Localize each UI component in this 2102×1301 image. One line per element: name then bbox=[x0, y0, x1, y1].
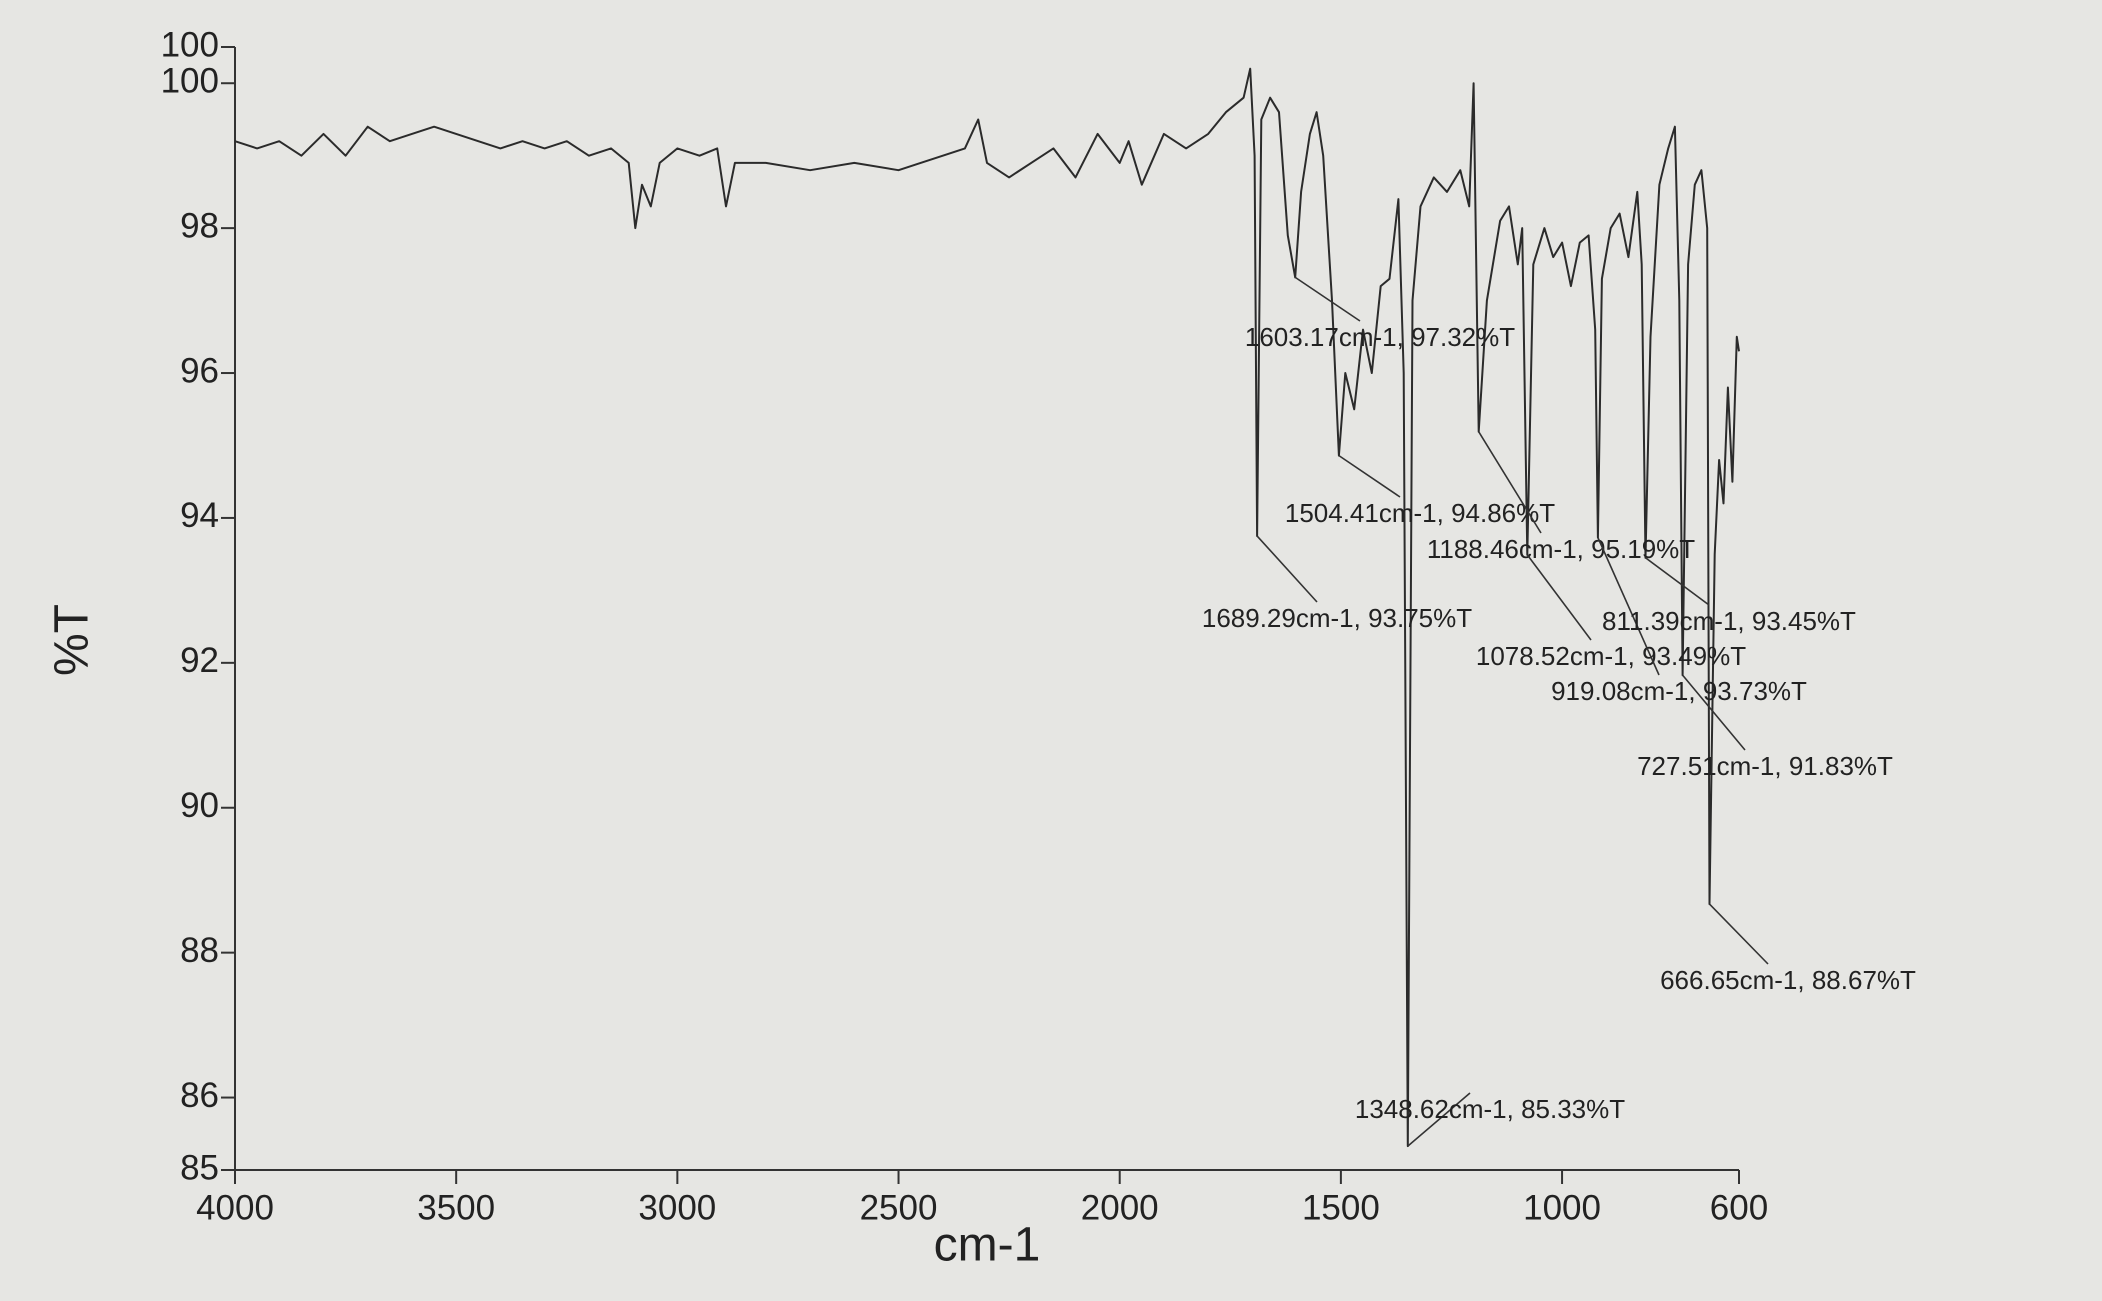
annotation-label: 1188.46cm-1, 95.19%T bbox=[1427, 534, 1695, 564]
y-tick-label: 85 bbox=[180, 1148, 219, 1187]
y-tick-label: 92 bbox=[180, 641, 219, 680]
annotation-leader bbox=[1708, 903, 1769, 965]
x-tick-label: 4000 bbox=[196, 1188, 274, 1227]
x-tick-label: 3000 bbox=[638, 1188, 716, 1227]
annotation-label: 666.65cm-1, 88.67%T bbox=[1660, 965, 1916, 995]
y-tick-label: 100 bbox=[161, 61, 219, 100]
annotation-label: 1504.41cm-1, 94.86%T bbox=[1285, 498, 1555, 528]
annotation-leader bbox=[1681, 674, 1746, 751]
x-tick-label: 2500 bbox=[860, 1188, 938, 1227]
annotation-label: 811.39cm-1, 93.45%T bbox=[1602, 606, 1856, 636]
x-tick-label: 1500 bbox=[1302, 1188, 1380, 1227]
annotation-leader bbox=[1256, 535, 1318, 603]
annotation-leader bbox=[1526, 554, 1592, 641]
annotation-leader bbox=[1645, 557, 1710, 606]
annotation-leader bbox=[1407, 1092, 1471, 1147]
y-tick-label: 94 bbox=[180, 496, 219, 535]
spectrum-line bbox=[234, 67, 1740, 1148]
y-tick-label: 86 bbox=[180, 1076, 219, 1115]
annotation-label: 727.51cm-1, 91.83%T bbox=[1637, 751, 1893, 781]
annotation-label: 1078.52cm-1, 93.49%T bbox=[1476, 641, 1746, 671]
annotation-leader bbox=[1294, 276, 1361, 322]
y-axis-title: %T bbox=[46, 604, 99, 676]
annotation-leader bbox=[1597, 537, 1660, 676]
x-tick-label: 600 bbox=[1710, 1188, 1768, 1227]
y-tick-label: 90 bbox=[180, 786, 219, 825]
annotation-leader bbox=[1478, 431, 1542, 534]
annotation-leader bbox=[1338, 454, 1401, 498]
annotation-label: 1689.29cm-1, 93.75%T bbox=[1202, 603, 1472, 633]
x-tick-label: 3500 bbox=[417, 1188, 495, 1227]
x-tick-label: 1000 bbox=[1523, 1188, 1601, 1227]
y-tick-label: 100 bbox=[161, 25, 219, 64]
y-tick-label: 98 bbox=[180, 206, 219, 245]
annotation-label: 1348.62cm-1, 85.33%T bbox=[1355, 1094, 1625, 1124]
annotation-label: 1603.17cm-1, 97.32%T bbox=[1245, 322, 1515, 352]
y-tick-label: 88 bbox=[180, 931, 219, 970]
x-axis-title: cm-1 bbox=[934, 1219, 1041, 1272]
y-tick-label: 96 bbox=[180, 351, 219, 390]
x-tick-label: 2000 bbox=[1081, 1188, 1159, 1227]
annotation-label: 919.08cm-1, 93.73%T bbox=[1551, 676, 1807, 706]
